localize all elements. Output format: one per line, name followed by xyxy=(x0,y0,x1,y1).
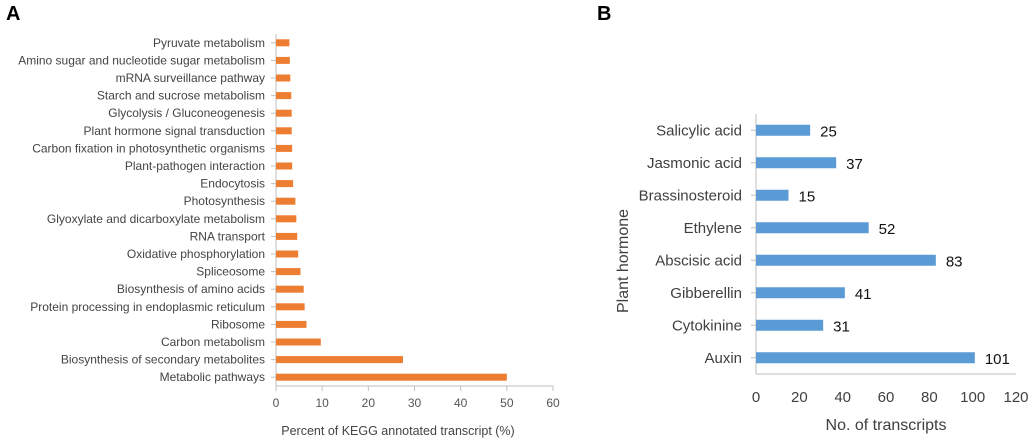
chart-b-data-label-cytokinine: 31 xyxy=(833,318,850,335)
chart-a-bar-glyoxylate-and-dicarboxylate-metabolism xyxy=(276,215,297,223)
chart-a-category-label-carbon-fixation-in-photosynthetic-organisms: Carbon fixation in photosynthetic organi… xyxy=(32,141,265,155)
chart-a-category-label-rna-transport: RNA transport xyxy=(190,229,266,243)
chart-b-bar-ethylene xyxy=(756,222,869,234)
chart-a-category-label-starch-and-sucrose-metabolism: Starch and sucrose metabolism xyxy=(97,89,265,103)
chart-a-bar-carbon-metabolism xyxy=(276,338,321,346)
chart-b-category-label-ethylene: Ethylene xyxy=(684,220,742,237)
chart-a-bar-biosynthesis-of-secondary-metabolites xyxy=(276,356,403,364)
chart-b-data-label-jasmonic-acid: 37 xyxy=(846,156,863,173)
chart-b-x-tick-label-80: 80 xyxy=(921,389,938,406)
chart-a-bar-oxidative-phosphorylation xyxy=(276,250,299,258)
chart-a-category-label-metabolic-pathways: Metabolic pathways xyxy=(160,370,265,384)
chart-b-bar-abscisic-acid xyxy=(756,254,936,266)
chart-b-data-label-auxin: 101 xyxy=(985,351,1010,368)
chart-a-x-tick-label-30: 30 xyxy=(408,396,422,410)
chart-a-bar-rna-transport xyxy=(276,232,298,240)
chart-a-category-label-glyoxylate-and-dicarboxylate-metabolism: Glyoxylate and dicarboxylate metabolism xyxy=(47,212,265,226)
chart-b-y-axis-title: Plant hormone xyxy=(615,209,632,313)
chart-a-category-label-protein-processing-in-endoplasmic-reticulum: Protein processing in endoplasmic reticu… xyxy=(30,300,265,314)
chart-b-category-label-brassinosteroid: Brassinosteroid xyxy=(639,187,742,204)
chart-a-category-label-carbon-metabolism: Carbon metabolism xyxy=(161,335,265,349)
chart-a-bar-plant-hormone-signal-transduction xyxy=(276,127,292,135)
chart-a-bar-biosynthesis-of-amino-acids xyxy=(276,285,304,293)
chart-a-bar-photosynthesis xyxy=(276,197,296,205)
chart-b-category-label-jasmonic-acid: Jasmonic acid xyxy=(647,155,742,172)
chart-a-bar-endocytosis xyxy=(276,180,294,188)
chart-b-x-tick-label-60: 60 xyxy=(878,389,895,406)
chart-a-bar-ribosome xyxy=(276,320,307,328)
chart-b-bar-cytokinine xyxy=(756,319,824,331)
chart-a-x-tick-label-0: 0 xyxy=(273,396,280,410)
chart-b-category-label-auxin: Auxin xyxy=(704,350,742,367)
chart-b-category-label-abscisic-acid: Abscisic acid xyxy=(655,252,742,269)
chart-a-category-label-glycolysis-gluconeogenesis: Glycolysis / Gluconeogenesis xyxy=(108,106,265,120)
chart-a-bar-plant-pathogen-interaction xyxy=(276,162,293,170)
chart-b-data-label-salicylic-acid: 25 xyxy=(820,123,837,140)
chart-a-category-label-mrna-surveillance-pathway: mRNA surveillance pathway xyxy=(116,71,265,85)
chart-b-plant-hormones: Salicylic acid 25 Jasmonic acid 37 Brassinos… xyxy=(639,114,1029,406)
chart-b-x-tick-label-0: 0 xyxy=(752,389,760,406)
chart-a-kegg-pathways: Pyruvate metabolism Amino sugar and nucle… xyxy=(18,34,560,410)
chart-b-category-label-gibberellin: Gibberellin xyxy=(670,285,742,302)
chart-a-category-label-biosynthesis-of-secondary-metabolites: Biosynthesis of secondary metabolites xyxy=(61,353,265,367)
chart-a-bar-pyruvate-metabolism xyxy=(276,39,290,47)
chart-a-bar-spliceosome xyxy=(276,268,301,276)
chart-a-x-tick-label-40: 40 xyxy=(454,396,468,410)
chart-b-bar-gibberellin xyxy=(756,287,845,299)
chart-b-data-label-ethylene: 52 xyxy=(879,221,896,238)
chart-a-x-tick-label-50: 50 xyxy=(500,396,514,410)
chart-a-category-label-plant-hormone-signal-transduction: Plant hormone signal transduction xyxy=(84,124,265,138)
chart-a-category-label-ribosome: Ribosome xyxy=(211,317,265,331)
panel-a-label: A xyxy=(6,3,20,25)
chart-b-bar-jasmonic-acid xyxy=(756,157,837,169)
chart-a-x-axis-title: Percent of KEGG annotated transcript (%) xyxy=(281,424,514,438)
chart-a-bar-starch-and-sucrose-metabolism xyxy=(276,92,292,100)
chart-a-category-label-amino-sugar-and-nucleotide-sugar-metabolism: Amino sugar and nucleotide sugar metabol… xyxy=(18,53,265,67)
chart-a-category-label-plant-pathogen-interaction: Plant-pathogen interaction xyxy=(125,159,265,173)
chart-b-data-label-abscisic-acid: 83 xyxy=(946,253,963,270)
chart-b-bar-salicylic-acid xyxy=(756,124,811,136)
chart-a-category-label-spliceosome: Spliceosome xyxy=(196,265,265,279)
chart-a-bar-glycolysis-gluconeogenesis xyxy=(276,109,292,117)
chart-a-x-tick-label-20: 20 xyxy=(362,396,376,410)
chart-b-category-label-salicylic-acid: Salicylic acid xyxy=(656,122,742,139)
chart-b-x-tick-label-40: 40 xyxy=(834,389,851,406)
chart-a-x-tick-label-10: 10 xyxy=(315,396,329,410)
chart-a-category-label-oxidative-phosphorylation: Oxidative phosphorylation xyxy=(127,247,265,261)
chart-b-category-label-cytokinine: Cytokinine xyxy=(672,317,742,334)
chart-b-data-label-gibberellin: 41 xyxy=(855,286,872,303)
chart-b-x-tick-label-120: 120 xyxy=(1003,389,1028,406)
chart-a-bar-protein-processing-in-endoplasmic-reticulum xyxy=(276,303,305,311)
chart-b-data-label-brassinosteroid: 15 xyxy=(799,188,816,205)
chart-b-x-axis-title: No. of transcripts xyxy=(826,417,947,434)
chart-a-x-tick-label-60: 60 xyxy=(546,396,560,410)
chart-b-x-tick-label-100: 100 xyxy=(960,389,985,406)
chart-b-bar-brassinosteroid xyxy=(756,189,789,201)
chart-a-bar-mrna-surveillance-pathway xyxy=(276,74,291,82)
chart-b-x-tick-label-20: 20 xyxy=(791,389,808,406)
chart-a-category-label-photosynthesis: Photosynthesis xyxy=(184,194,265,208)
chart-b-bar-auxin xyxy=(756,352,975,364)
chart-a-category-label-pyruvate-metabolism: Pyruvate metabolism xyxy=(153,36,265,50)
chart-a-bar-amino-sugar-and-nucleotide-sugar-metabolism xyxy=(276,56,290,64)
chart-a-bar-metabolic-pathways xyxy=(276,373,507,381)
panel-b-label: B xyxy=(597,3,611,25)
chart-a-category-label-biosynthesis-of-amino-acids: Biosynthesis of amino acids xyxy=(117,282,265,296)
chart-a-category-label-endocytosis: Endocytosis xyxy=(200,177,265,191)
chart-a-bar-carbon-fixation-in-photosynthetic-organisms xyxy=(276,144,293,152)
